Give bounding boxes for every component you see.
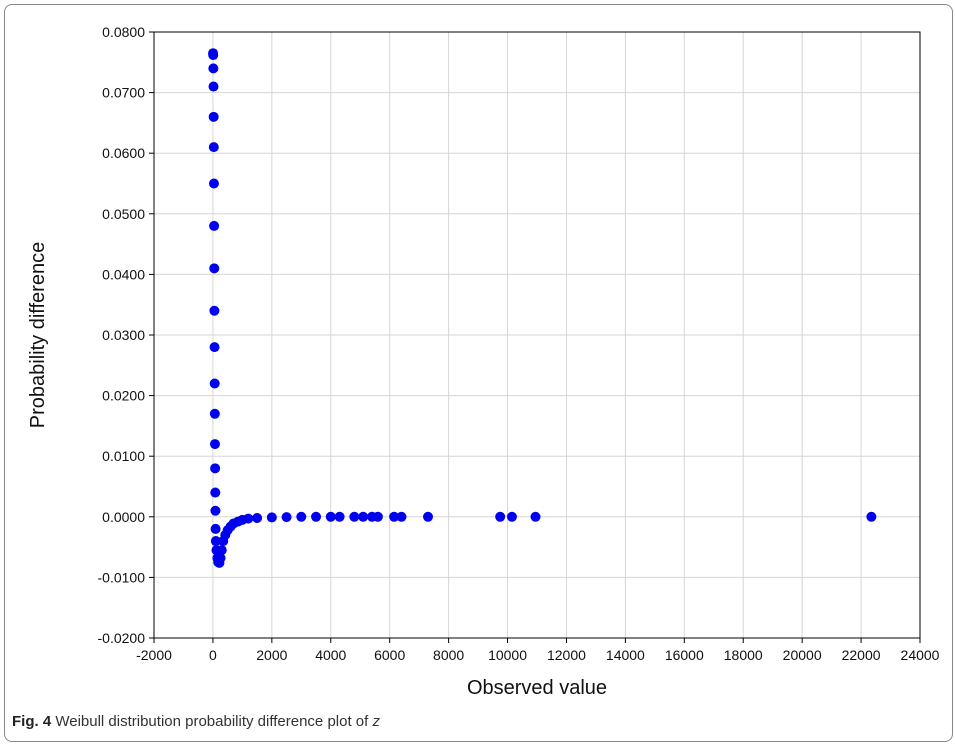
data-point bbox=[209, 439, 220, 450]
data-point bbox=[266, 512, 277, 523]
data-point bbox=[210, 487, 221, 498]
data-point bbox=[209, 220, 220, 231]
y-tick-label: 0.0400 bbox=[102, 266, 145, 282]
data-point bbox=[210, 536, 221, 547]
y-tick-label: -0.0100 bbox=[98, 569, 146, 585]
x-tick-label: 18000 bbox=[724, 647, 763, 663]
data-point bbox=[210, 523, 221, 534]
x-axis-title: Observed value bbox=[467, 677, 607, 699]
y-tick-label: 0.0200 bbox=[102, 388, 145, 404]
data-point bbox=[208, 63, 219, 74]
x-tick-label: 24000 bbox=[901, 647, 940, 663]
data-point bbox=[422, 511, 433, 522]
data-point bbox=[325, 511, 336, 522]
y-tick-label: 0.0800 bbox=[102, 24, 145, 40]
data-point bbox=[208, 142, 219, 153]
figure-frame bbox=[4, 4, 953, 742]
x-tick-label: 6000 bbox=[374, 647, 405, 663]
figure-caption: Fig. 4 Weibull distribution probability … bbox=[12, 713, 380, 730]
data-point bbox=[210, 463, 221, 474]
data-point bbox=[349, 511, 360, 522]
data-point bbox=[296, 511, 307, 522]
data-point bbox=[372, 511, 383, 522]
data-point bbox=[210, 505, 221, 516]
scatter-chart: -2000 0 2000 4000 6000 8000 10000 12000 14000 160… bbox=[27, 24, 940, 699]
data-point bbox=[243, 513, 254, 524]
data-point bbox=[209, 263, 220, 274]
x-axis-tick-labels: -2000 0 2000 4000 6000 8000 10000 12000 14000 160… bbox=[136, 647, 940, 663]
y-tick-label: -0.0200 bbox=[98, 630, 146, 646]
figure-label: Fig. 4 bbox=[12, 713, 52, 730]
x-tick-label: 14000 bbox=[606, 647, 645, 663]
x-tick-label: 4000 bbox=[315, 647, 346, 663]
plot-area bbox=[153, 31, 921, 639]
data-point bbox=[358, 511, 369, 522]
y-tick-label: 0.0000 bbox=[102, 509, 145, 525]
x-tick-label: 16000 bbox=[665, 647, 704, 663]
y-tick-label: 0.0600 bbox=[102, 145, 145, 161]
data-point bbox=[209, 408, 220, 419]
figure-caption-text: Weibull distribution probability differe… bbox=[55, 713, 369, 730]
data-point bbox=[216, 545, 227, 556]
data-point bbox=[215, 553, 226, 564]
data-point bbox=[208, 50, 219, 61]
data-points bbox=[208, 48, 877, 568]
y-tick-label: 0.0100 bbox=[102, 448, 145, 464]
data-point bbox=[334, 511, 345, 522]
data-point bbox=[281, 512, 292, 523]
data-point bbox=[396, 511, 407, 522]
figure-caption-variable: z bbox=[372, 713, 380, 730]
y-axis-title: Probability difference bbox=[27, 242, 49, 428]
x-tick-label: 2000 bbox=[256, 647, 287, 663]
data-point bbox=[866, 511, 877, 522]
data-point bbox=[209, 342, 220, 353]
x-tick-label: 10000 bbox=[488, 647, 527, 663]
data-point bbox=[209, 305, 220, 316]
y-tick-label: 0.0700 bbox=[102, 85, 145, 101]
data-point bbox=[506, 511, 517, 522]
data-point bbox=[389, 511, 400, 522]
x-tick-label: -2000 bbox=[136, 647, 172, 663]
grid bbox=[149, 31, 921, 643]
data-point bbox=[209, 378, 220, 389]
data-point bbox=[311, 511, 322, 522]
data-point bbox=[530, 511, 541, 522]
x-tick-label: 22000 bbox=[842, 647, 881, 663]
data-point bbox=[208, 111, 219, 122]
y-tick-label: 0.0300 bbox=[102, 327, 145, 343]
data-point bbox=[208, 81, 219, 92]
x-tick-label: 12000 bbox=[547, 647, 586, 663]
x-tick-label: 20000 bbox=[783, 647, 822, 663]
y-tick-label: 0.0500 bbox=[102, 206, 145, 222]
data-point bbox=[495, 511, 506, 522]
x-tick-label: 8000 bbox=[433, 647, 464, 663]
data-point bbox=[208, 178, 219, 189]
x-tick-label: 0 bbox=[209, 647, 217, 663]
y-axis-tick-labels: -0.0200 -0.0100 0.0000 0.0100 0.0200 0.0300 0.… bbox=[98, 24, 146, 646]
data-point bbox=[252, 513, 263, 524]
